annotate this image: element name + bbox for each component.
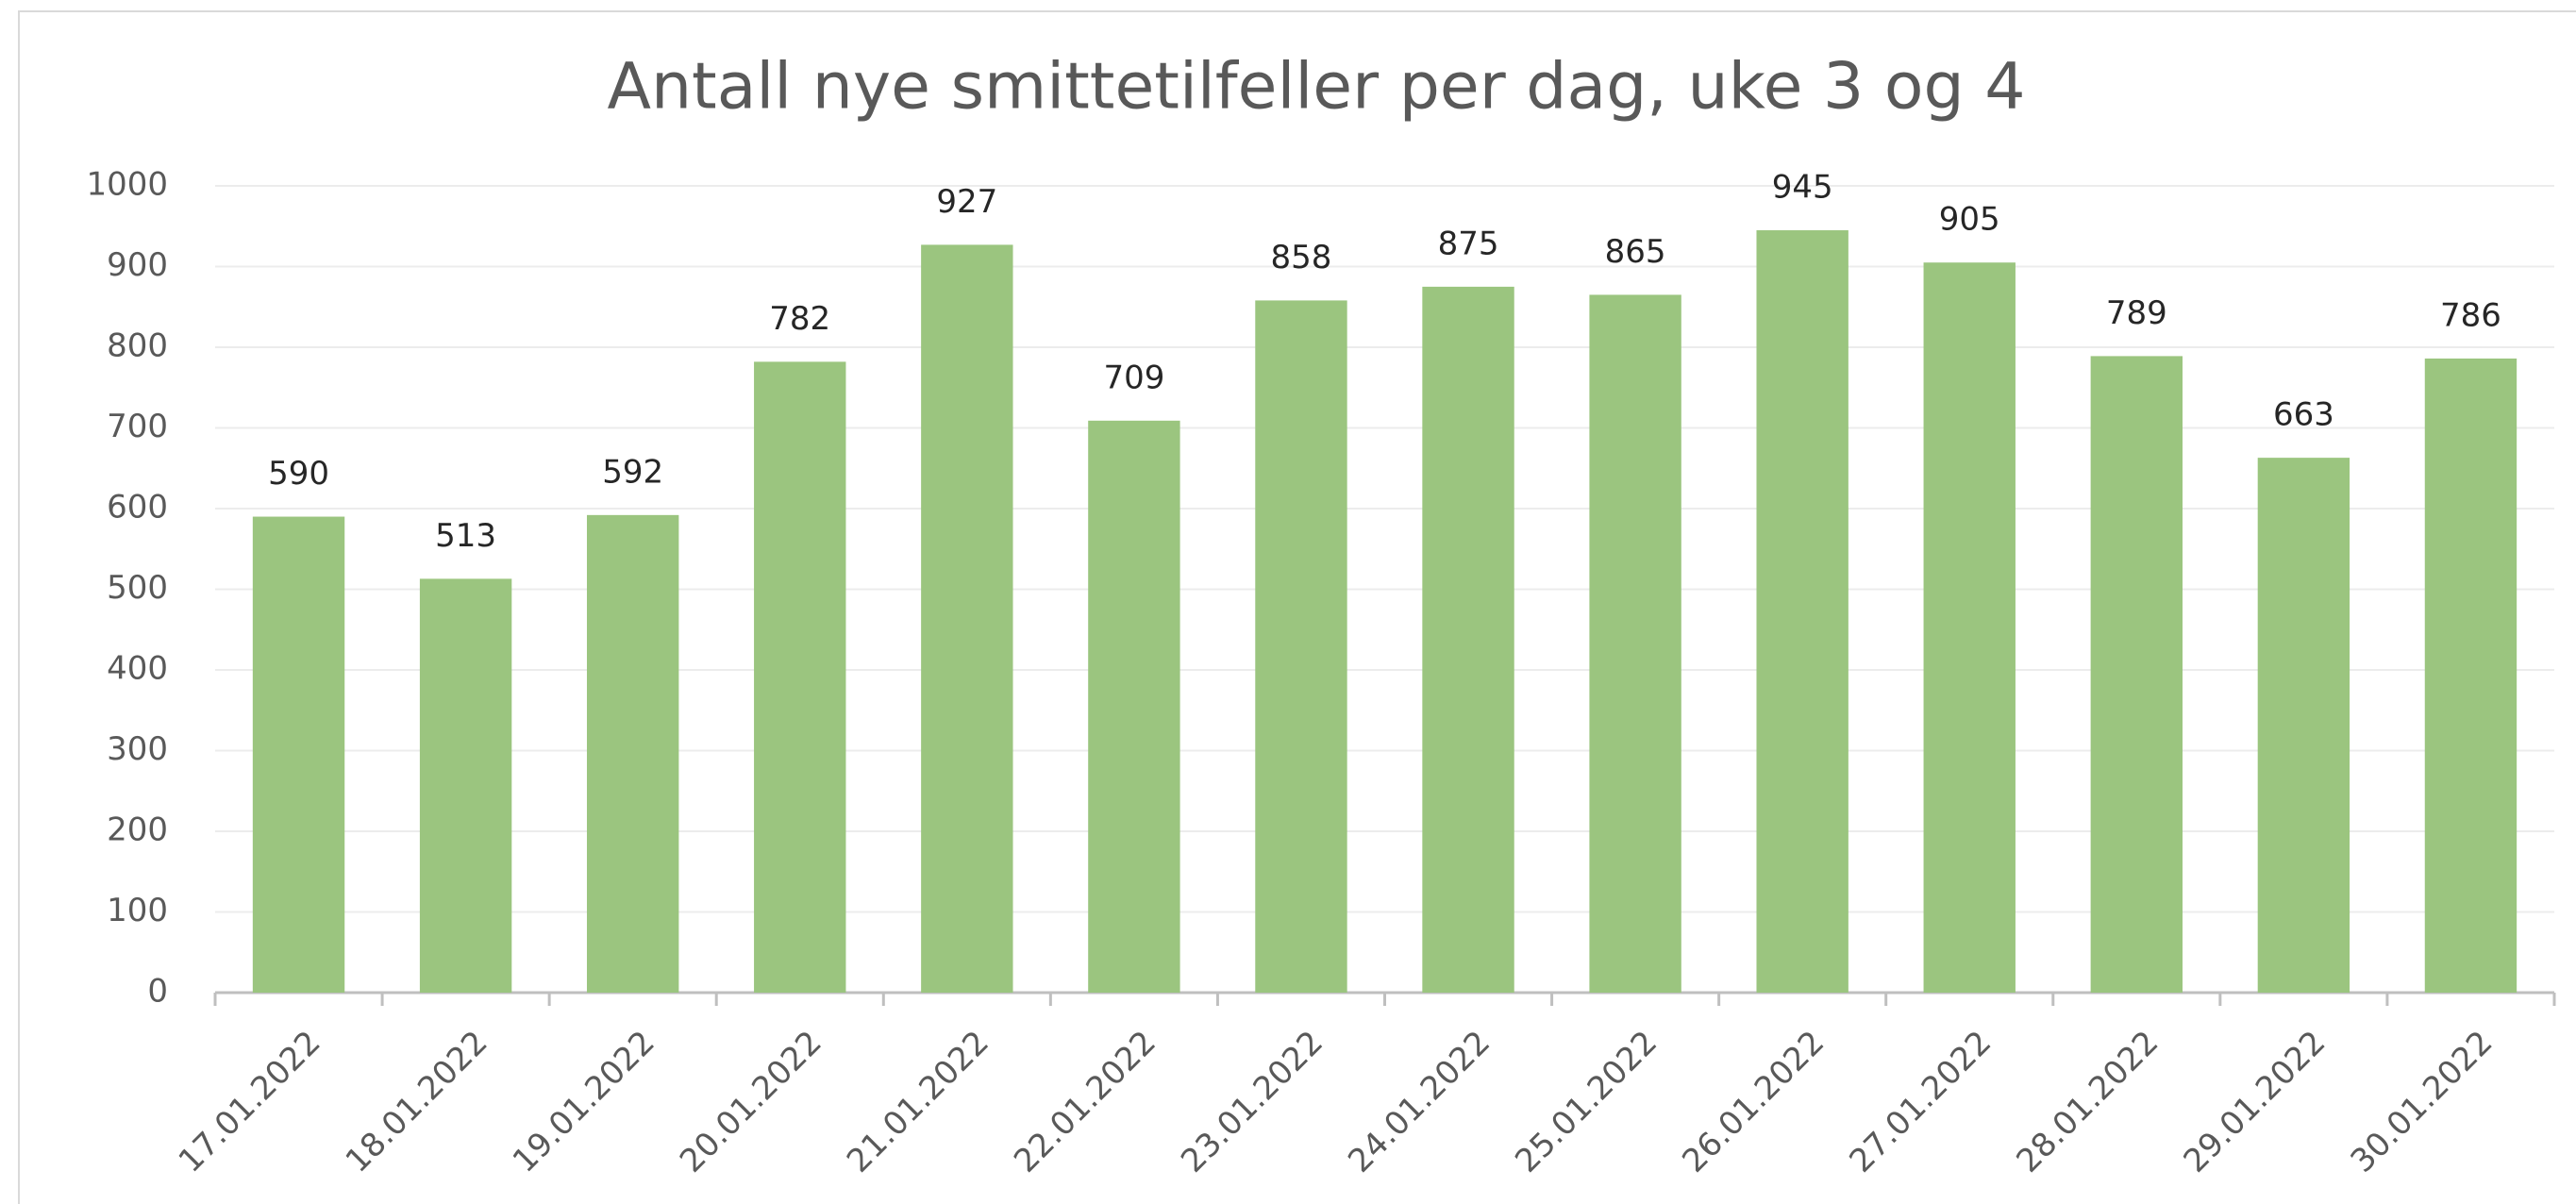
y-tick-label: 900 [107, 246, 168, 284]
x-tick-label: 30.01.2022 [2344, 1024, 2501, 1180]
y-tick-label: 100 [107, 892, 168, 929]
bar [1589, 294, 1681, 993]
bar [921, 244, 1013, 993]
x-tick-label: 29.01.2022 [2177, 1024, 2333, 1180]
bar [1255, 300, 1347, 993]
x-tick-label: 25.01.2022 [1508, 1024, 1664, 1180]
y-tick-label: 300 [107, 730, 168, 768]
data-label: 663 [2273, 396, 2334, 434]
y-tick-label: 600 [107, 489, 168, 527]
x-tick-label: 17.01.2022 [172, 1024, 328, 1180]
y-tick-label: 700 [107, 408, 168, 445]
data-label: 865 [1605, 233, 1666, 271]
bar [252, 516, 345, 993]
data-label: 927 [936, 183, 997, 221]
bar [754, 361, 846, 993]
x-tick-label: 28.01.2022 [2009, 1024, 2166, 1180]
x-tick-label: 18.01.2022 [339, 1024, 495, 1180]
data-label: 592 [602, 453, 663, 491]
data-label: 945 [1772, 169, 1833, 207]
x-tick-label: 19.01.2022 [506, 1024, 662, 1180]
data-label: 782 [769, 300, 830, 338]
y-tick-label: 800 [107, 327, 168, 365]
bar [2257, 458, 2350, 993]
chart-title: Antall nye smittetilfeller per dag, uke … [607, 50, 2025, 125]
data-label: 789 [2106, 294, 2167, 332]
y-tick-label: 400 [107, 650, 168, 688]
bar [419, 578, 512, 993]
y-tick-label: 1000 [86, 166, 168, 204]
data-label: 786 [2440, 296, 2501, 334]
data-label: 875 [1438, 225, 1499, 262]
bar [586, 514, 679, 993]
data-label: 590 [268, 455, 329, 493]
data-label: 858 [1271, 239, 1332, 276]
data-label: 905 [1939, 201, 2000, 239]
x-tick-label: 27.01.2022 [1842, 1024, 1999, 1180]
bar [1756, 230, 1848, 993]
y-tick-label: 200 [107, 811, 168, 849]
y-tick-label: 500 [107, 569, 168, 607]
data-label: 513 [435, 517, 496, 555]
bar [2090, 356, 2183, 993]
bar [2424, 358, 2517, 994]
x-tick-label: 23.01.2022 [1174, 1024, 1330, 1180]
x-tick-label: 21.01.2022 [840, 1024, 996, 1180]
x-tick-label: 24.01.2022 [1341, 1024, 1497, 1180]
y-tick-label: 0 [147, 973, 168, 1011]
chart-frame [18, 10, 2576, 1204]
data-label: 709 [1103, 359, 1164, 396]
x-tick-label: 26.01.2022 [1675, 1024, 1832, 1180]
bar [1088, 420, 1180, 993]
bar [1422, 286, 1514, 993]
x-tick-label: 22.01.2022 [1007, 1024, 1163, 1180]
x-tick-label: 20.01.2022 [673, 1024, 829, 1180]
bar [1923, 262, 2016, 994]
